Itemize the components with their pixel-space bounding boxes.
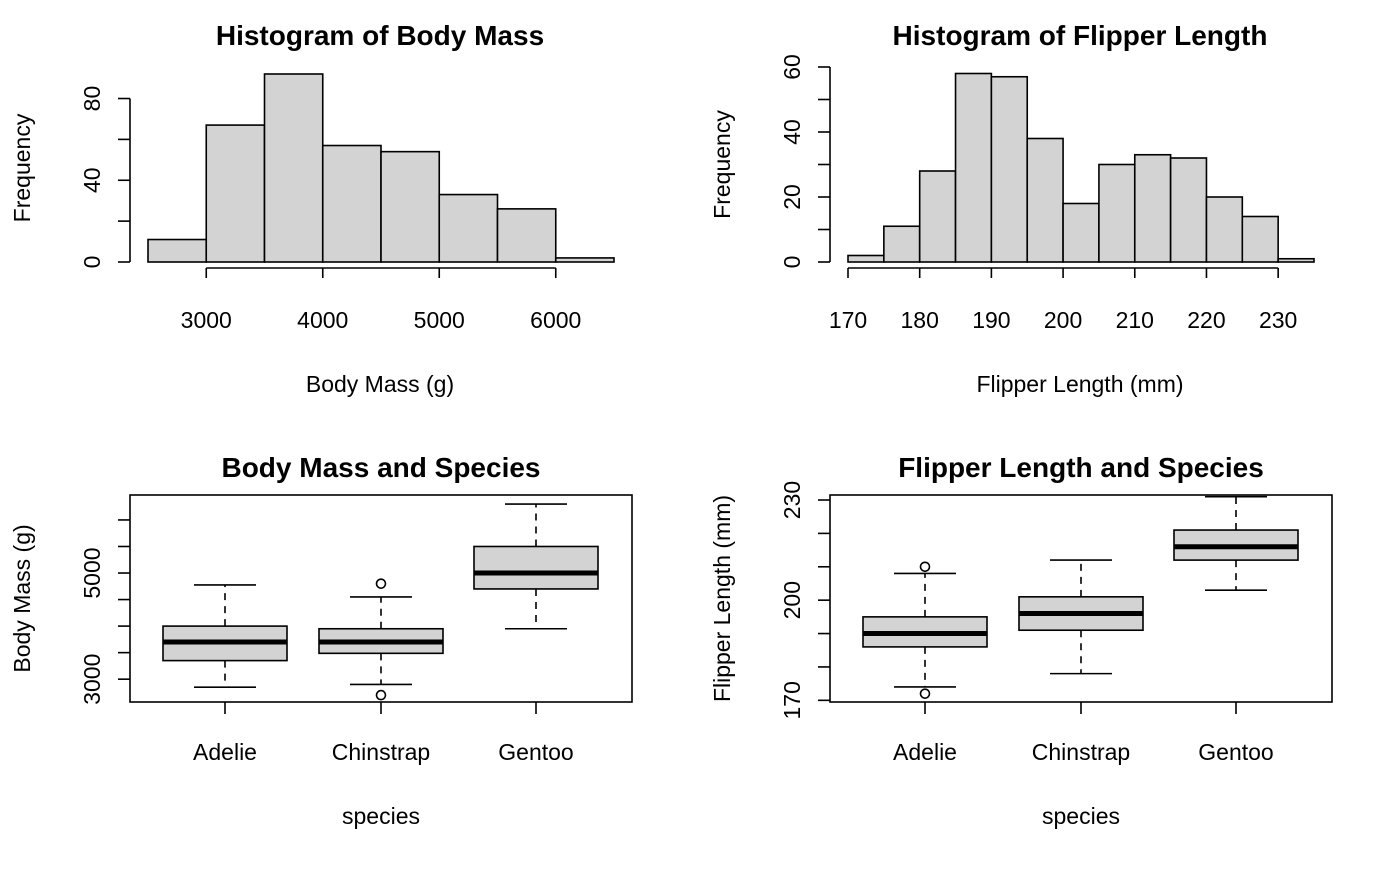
histogram-bar bbox=[147, 238, 208, 263]
chart-title: Body Mass and Species bbox=[221, 452, 540, 483]
outlier-point bbox=[375, 689, 387, 701]
x-tick-label: Adelie bbox=[193, 739, 257, 765]
x-tick-label: 220 bbox=[1187, 307, 1225, 333]
histogram-bar bbox=[205, 124, 266, 263]
chart-title: Histogram of Body Mass bbox=[216, 20, 544, 51]
box-chinstrap bbox=[1018, 559, 1144, 675]
histogram-bar bbox=[918, 170, 957, 263]
histogram-bar bbox=[263, 73, 324, 263]
x-tick-label: Chinstrap bbox=[1032, 739, 1130, 765]
x-tick-label: Gentoo bbox=[498, 739, 573, 765]
x-tick-label: 170 bbox=[829, 307, 867, 333]
chart-title: Histogram of Flipper Length bbox=[893, 20, 1268, 51]
x-tick-label: 180 bbox=[901, 307, 939, 333]
y-tick-label: 40 bbox=[79, 167, 105, 193]
histogram-bar bbox=[438, 193, 499, 263]
x-tick-label: 6000 bbox=[530, 307, 581, 333]
x-tick-label: 3000 bbox=[181, 307, 232, 333]
y-axis-label: Body Mass (g) bbox=[9, 524, 35, 672]
y-tick-label: 40 bbox=[779, 119, 805, 145]
histogram-bar bbox=[1026, 137, 1064, 263]
y-tick-label: 60 bbox=[779, 54, 805, 80]
outlier-point bbox=[919, 561, 931, 573]
y-axis-label: Frequency bbox=[9, 113, 35, 222]
x-axis-label: Flipper Length (mm) bbox=[976, 371, 1183, 397]
histogram-bar bbox=[1098, 163, 1136, 263]
x-tick-label: Gentoo bbox=[1198, 739, 1273, 765]
x-tick-label: 210 bbox=[1116, 307, 1154, 333]
y-tick-label: 0 bbox=[779, 256, 805, 269]
y-tick-label: 0 bbox=[79, 256, 105, 269]
box-iqr bbox=[473, 545, 599, 590]
y-axis-label: Frequency bbox=[709, 110, 735, 219]
x-tick-label: Chinstrap bbox=[332, 739, 430, 765]
boxplot-panel-2: Flipper Length and Species species Flipper… bbox=[709, 452, 1333, 829]
histogram-bar bbox=[1133, 153, 1172, 263]
x-axis-label: Body Mass (g) bbox=[306, 371, 454, 397]
histogram-bar bbox=[1169, 157, 1208, 263]
x-axis-label: species bbox=[1042, 803, 1120, 829]
histogram-bar bbox=[954, 72, 993, 263]
box-gentoo bbox=[1173, 495, 1299, 591]
y-tick-label: 170 bbox=[779, 681, 805, 719]
histogram-bar bbox=[1277, 257, 1315, 263]
box-gentoo bbox=[473, 503, 599, 630]
y-tick-label: 20 bbox=[779, 184, 805, 210]
histogram-panel-2: Histogram of Flipper Length Flipper Lengt… bbox=[709, 20, 1315, 397]
y-tick-label: 3000 bbox=[79, 654, 105, 705]
x-tick-label: Adelie bbox=[893, 739, 957, 765]
y-tick-label: 230 bbox=[779, 481, 805, 519]
box-adelie bbox=[862, 561, 988, 699]
x-tick-label: 5000 bbox=[414, 307, 465, 333]
histogram-bar bbox=[1205, 196, 1244, 263]
y-tick-label: 80 bbox=[79, 86, 105, 112]
y-tick-label: 5000 bbox=[79, 547, 105, 598]
chart-title: Flipper Length and Species bbox=[898, 452, 1264, 483]
histogram-bar bbox=[554, 257, 615, 263]
box-adelie bbox=[162, 584, 288, 688]
outlier-point bbox=[375, 578, 387, 589]
outlier-point bbox=[919, 688, 931, 699]
histogram-bar bbox=[990, 75, 1029, 263]
histogram-bar bbox=[1062, 202, 1100, 263]
histogram-bar bbox=[380, 150, 441, 263]
box-chinstrap bbox=[318, 578, 444, 701]
x-axis-label: species bbox=[342, 803, 420, 829]
histogram-panel-1: Histogram of Body Mass Body Mass (g) Frequ… bbox=[9, 20, 615, 397]
x-tick-label: 4000 bbox=[297, 307, 348, 333]
histogram-bar bbox=[883, 225, 921, 263]
y-tick-label: 200 bbox=[779, 581, 805, 619]
x-tick-label: 230 bbox=[1259, 307, 1297, 333]
x-tick-label: 190 bbox=[972, 307, 1010, 333]
histogram-bar bbox=[1241, 215, 1279, 263]
y-axis-label: Flipper Length (mm) bbox=[709, 495, 735, 702]
histogram-bar bbox=[496, 208, 557, 263]
histogram-bar bbox=[321, 144, 382, 263]
x-tick-label: 200 bbox=[1044, 307, 1082, 333]
boxplot-panel-1: Body Mass and Species species Body Mass (g… bbox=[9, 452, 633, 829]
histogram-bar bbox=[847, 254, 885, 263]
